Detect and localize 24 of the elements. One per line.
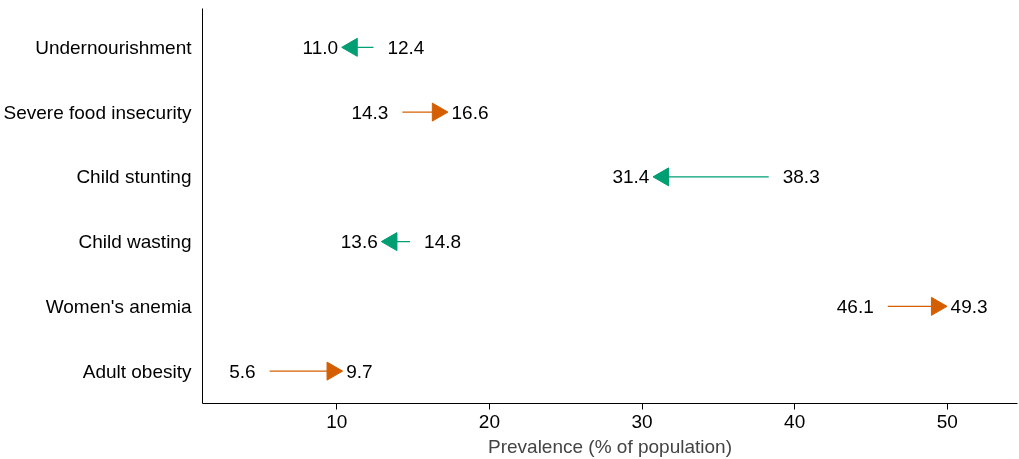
annotation: 49.3 [950,295,988,317]
annotation: 46.1 [836,295,874,317]
x-tick-label: 20 [478,410,500,432]
x-tick-label: 40 [784,410,806,432]
y-tick-label: Severe food insecurity [3,101,192,123]
annotation: 12.4 [387,36,425,58]
annotation: 14.8 [424,231,462,253]
annotation: 11.0 [302,36,339,58]
annotation: 31.4 [612,166,650,188]
annotation: 13.6 [340,231,378,253]
x-tick-label: 30 [631,410,653,432]
annotation: 14.3 [351,101,389,123]
x-axis-title: Prevalence (% of population) [488,435,732,457]
annotation: 9.7 [346,360,373,382]
annotation: 16.6 [451,101,489,123]
annotation: 5.6 [229,360,256,382]
x-tick-label: 50 [936,410,958,432]
y-tick-label: Undernourishment [35,36,193,58]
x-tick-label: 10 [326,410,348,432]
annotation: 38.3 [782,166,820,188]
y-tick-label: Child wasting [78,231,192,253]
y-tick-label: Adult obesity [82,360,192,382]
y-tick-label: Women's anemia [45,295,192,317]
y-tick-label: Child stunting [76,166,192,188]
